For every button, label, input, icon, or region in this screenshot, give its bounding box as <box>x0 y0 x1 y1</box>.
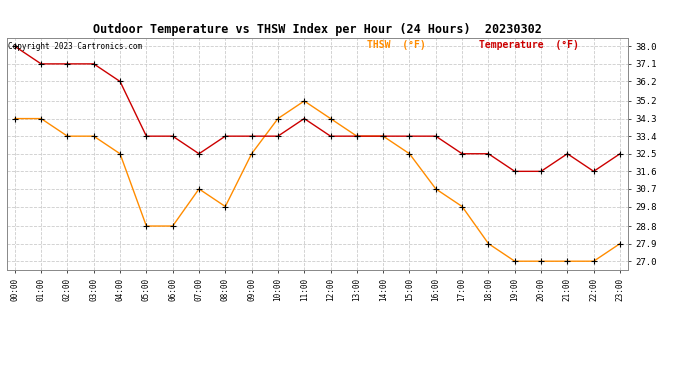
Text: Temperature  (°F): Temperature (°F) <box>479 40 579 50</box>
Text: THSW  (°F): THSW (°F) <box>367 40 426 50</box>
Title: Outdoor Temperature vs THSW Index per Hour (24 Hours)  20230302: Outdoor Temperature vs THSW Index per Ho… <box>93 23 542 36</box>
Text: Copyright 2023 Cartronics.com: Copyright 2023 Cartronics.com <box>8 42 142 51</box>
